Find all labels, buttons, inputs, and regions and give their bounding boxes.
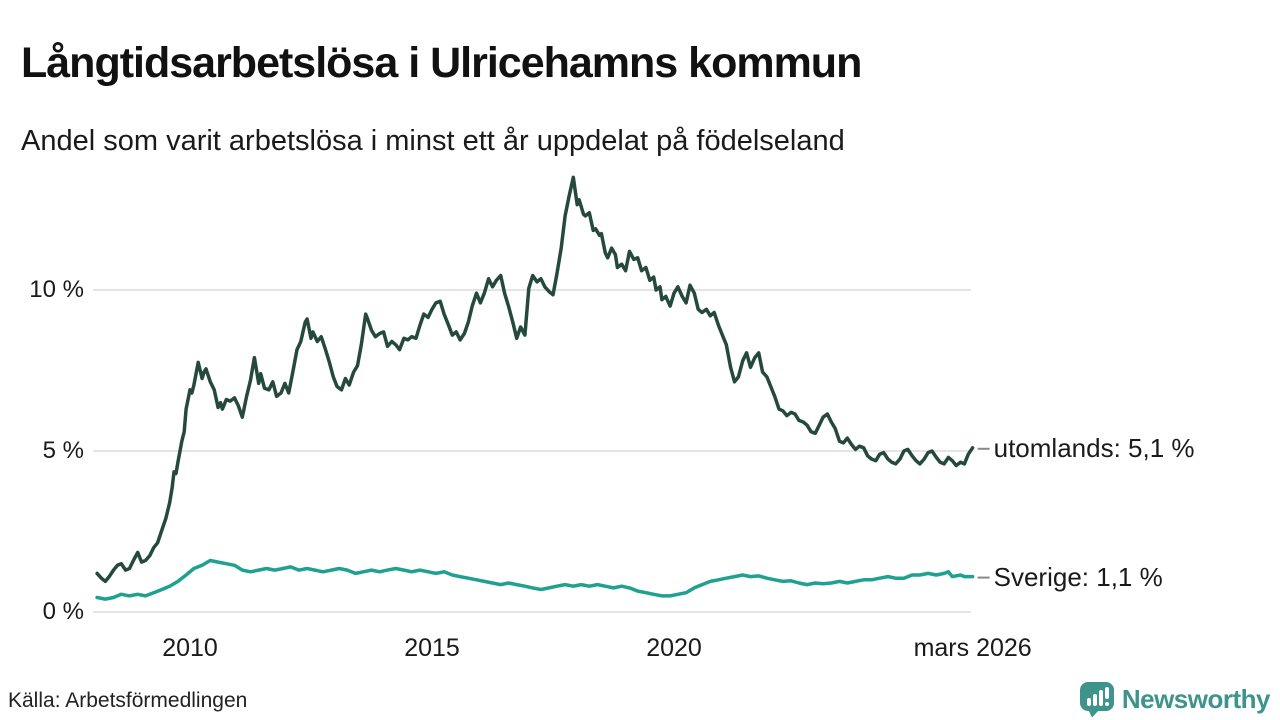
x-tick-mars2026: mars 2026: [913, 634, 1032, 662]
sverige-end-label: Sverige: 1,1 %: [993, 561, 1163, 592]
newsworthy-logo: Newsworthy: [1079, 681, 1271, 718]
utomlands-end-label: utomlands: 5,1 %: [993, 432, 1195, 463]
x-tick-2010: 2010: [162, 634, 218, 662]
x-tick-2015: 2015: [404, 634, 460, 662]
y-tick-5: 5 %: [42, 437, 84, 464]
newsworthy-logo-text: Newsworthy: [1121, 684, 1271, 714]
gridlines: [93, 289, 971, 613]
source-note: Källa: Arbetsförmedlingen: [8, 689, 248, 712]
y-tick-10: 10 %: [29, 276, 84, 303]
newsworthy-logo-icon: [1079, 682, 1114, 718]
sverige-line: [95, 558, 975, 601]
x-tick-2020: 2020: [646, 634, 702, 662]
chart-subtitle: Andel som varit arbetslösa i minst ett å…: [21, 125, 845, 157]
y-tick-0: 0 %: [42, 598, 84, 625]
page-title: Långtidsarbetslösa i Ulricehamns kommun: [21, 38, 862, 87]
utomlands-line: [95, 175, 975, 584]
